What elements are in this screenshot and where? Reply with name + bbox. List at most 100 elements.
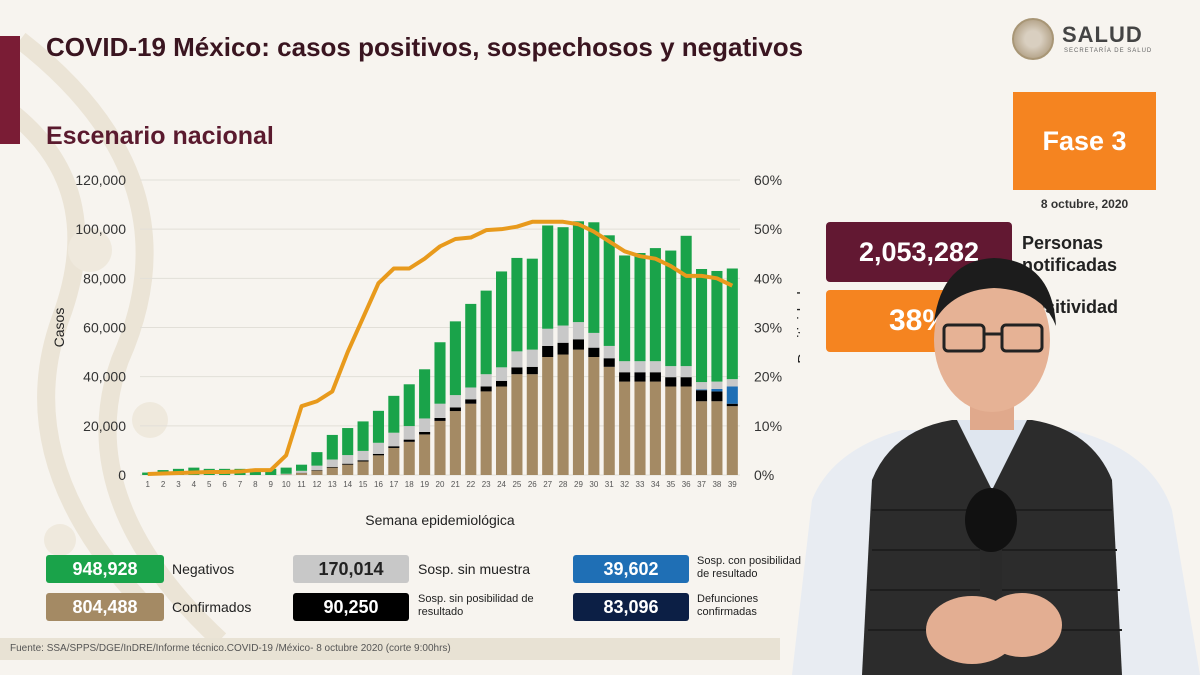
bar-segment <box>372 455 384 475</box>
bar-segment <box>726 406 738 475</box>
bar-segment <box>372 442 384 454</box>
bar-segment <box>434 342 446 404</box>
bar-segment <box>634 253 646 362</box>
x-tick-label: 13 <box>328 480 337 489</box>
background-pattern <box>0 32 227 640</box>
logo-subtext: SECRETARÍA DE SALUD <box>1064 48 1153 54</box>
positivity-line <box>147 219 734 477</box>
x-tick-label: 27 <box>543 480 552 489</box>
chart-positivity-line <box>147 219 734 477</box>
x-tick-label: 20 <box>436 480 445 489</box>
bar-segment <box>342 455 354 464</box>
bar-segment <box>496 386 508 475</box>
bar-segment <box>357 421 369 451</box>
bar-segment <box>572 322 584 340</box>
bar-segment <box>296 470 308 473</box>
x-tick-label: 18 <box>405 480 414 489</box>
page-title: COVID-19 México: casos positivos, sospec… <box>46 32 804 62</box>
x-tick-label: 5 <box>207 480 212 489</box>
x-tick-label: 37 <box>697 480 706 489</box>
x-tick-label: 6 <box>222 480 227 489</box>
bar-segment <box>542 225 554 329</box>
bar-segment <box>572 349 584 475</box>
bar-segment <box>434 417 446 421</box>
x-tick-label: 15 <box>359 480 368 489</box>
x-tick-label: 23 <box>482 480 491 489</box>
bar-segment <box>511 351 523 368</box>
phase-date: 8 octubre, 2020 <box>1040 197 1129 211</box>
x-tick-label: 21 <box>451 480 460 489</box>
bar-segment <box>326 467 338 475</box>
bar-segment <box>634 361 646 373</box>
bar-segment <box>280 473 292 475</box>
legend-con-posibilidad-label: Sosp. con posibilidad de resultado <box>697 555 801 580</box>
bar-segment <box>311 465 323 471</box>
x-tick-label: 11 <box>297 480 306 489</box>
bar-segment <box>296 464 308 471</box>
bar-segment <box>403 384 415 427</box>
y-tick-label: 100,000 <box>75 221 126 237</box>
bar-segment <box>511 257 523 352</box>
bar-segment <box>342 428 354 456</box>
bar-segment <box>649 381 661 475</box>
y2-tick-label: 10% <box>754 418 782 434</box>
cases-chart: 0 20,000 40,000 60,000 80,000 100,000 120,000 0… <box>51 172 800 528</box>
y-axis-title: Casos <box>51 308 67 348</box>
bar-segment <box>726 379 738 387</box>
bar-segment <box>619 381 631 475</box>
bar-segment <box>511 374 523 475</box>
chart-bars <box>142 221 738 475</box>
bar-segment <box>665 386 677 475</box>
bar-segment <box>419 431 431 435</box>
x-tick-label: 7 <box>238 480 243 489</box>
bar-segment <box>449 411 461 475</box>
bar-segment <box>326 459 338 467</box>
bar-segment <box>572 221 584 323</box>
x-tick-label: 24 <box>497 480 506 489</box>
notified-label-line2: notificadas <box>1022 255 1118 275</box>
bar-segment <box>403 439 415 442</box>
bar-segment <box>696 401 708 475</box>
bar-segment <box>342 464 354 475</box>
bar-segment <box>619 361 631 373</box>
legend-defunciones-label: Defunciones confirmadas <box>697 593 759 618</box>
bar-segment <box>403 441 415 475</box>
bar-segment <box>711 401 723 475</box>
x-tick-label: 2 <box>161 480 166 489</box>
bar-segment <box>557 354 569 475</box>
bar-segment <box>419 434 431 475</box>
y2-tick-label: 30% <box>754 320 782 336</box>
chart-axes: 0 20,000 40,000 60,000 80,000 100,000 120,000 0… <box>51 172 800 528</box>
bar-segment <box>419 369 431 419</box>
bar-segment <box>542 328 554 346</box>
y-tick-label: 120,000 <box>75 172 126 188</box>
bar-segment <box>603 358 615 367</box>
bar-segment <box>465 303 477 388</box>
accent-bar <box>0 36 20 144</box>
legend-sin-posibilidad-value: 90,250 <box>293 593 409 621</box>
bar-segment <box>311 452 323 466</box>
bar-segment <box>696 382 708 390</box>
bar-segment <box>465 387 477 400</box>
bar-segment <box>649 372 661 382</box>
x-tick-label: 38 <box>712 480 721 489</box>
bar-segment <box>326 466 338 468</box>
bar-segment <box>511 367 523 375</box>
page-subtitle: Escenario nacional <box>46 122 274 150</box>
bar-segment <box>403 426 415 440</box>
bar-segment <box>496 380 508 387</box>
x-tick-label: 32 <box>620 480 629 489</box>
bar-segment <box>449 407 461 412</box>
bar-segment <box>388 446 400 448</box>
bar-segment <box>634 381 646 475</box>
bar-segment <box>526 374 538 475</box>
y-tick-label: 40,000 <box>83 369 126 385</box>
logo-text: SALUD <box>1062 22 1143 47</box>
legend-negativos-label: Negativos <box>172 561 235 577</box>
x-tick-label: 28 <box>559 480 568 489</box>
bar-segment <box>588 347 600 357</box>
bar-segment <box>542 357 554 475</box>
bar-segment <box>696 389 708 391</box>
x-tick-label: 36 <box>682 480 691 489</box>
legend-con-posibilidad-value: 39,602 <box>573 555 689 583</box>
